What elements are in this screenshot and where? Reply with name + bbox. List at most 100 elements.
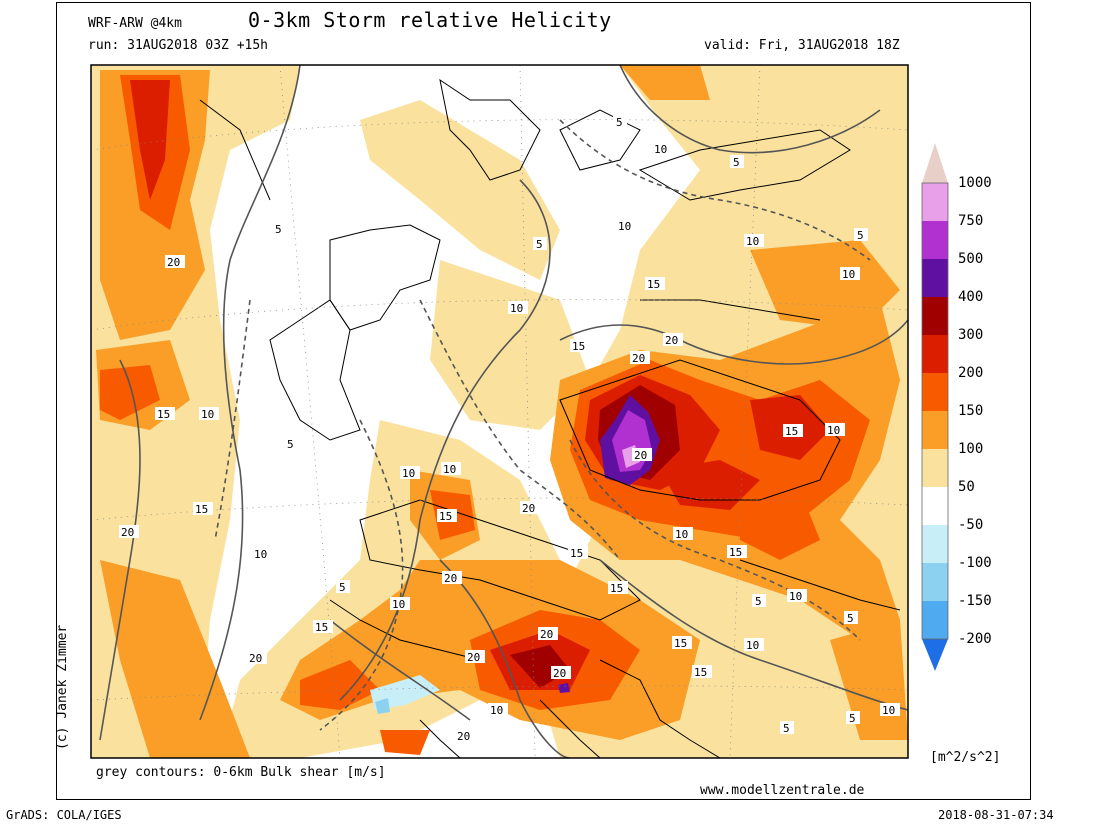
colorbar-swatch-neg150 xyxy=(922,601,948,639)
contour-label-5: 5 xyxy=(272,222,286,236)
contour-label-10: 10 xyxy=(508,301,528,315)
valid-time-label: valid: Fri, 31AUG2018 18Z xyxy=(704,38,900,53)
svg-text:20: 20 xyxy=(467,651,480,664)
svg-text:5: 5 xyxy=(849,712,856,725)
author-credit: (c) Janek Zimmer xyxy=(55,624,70,750)
colorbar-label: 150 xyxy=(958,403,984,419)
contour-label-5: 5 xyxy=(846,711,860,725)
svg-text:5: 5 xyxy=(733,156,740,169)
colorbar-swatch-150 xyxy=(922,411,948,449)
contour-label-10: 10 xyxy=(787,589,807,603)
svg-text:10: 10 xyxy=(443,463,456,476)
colorbar-top-arrow xyxy=(922,143,948,183)
contour-label-15: 15 xyxy=(193,502,213,516)
colorbar-label: 750 xyxy=(958,213,984,229)
svg-text:20: 20 xyxy=(444,572,457,585)
svg-text:15: 15 xyxy=(572,340,585,353)
svg-text:10: 10 xyxy=(510,302,523,315)
svg-text:10: 10 xyxy=(201,408,214,421)
colorbar-label: 50 xyxy=(958,479,975,495)
svg-text:15: 15 xyxy=(610,582,623,595)
svg-text:20: 20 xyxy=(634,449,647,462)
svg-text:10: 10 xyxy=(675,528,688,541)
contour-label-5: 5 xyxy=(854,228,868,242)
contour-label-10: 10 xyxy=(441,462,461,476)
contour-label-10: 10 xyxy=(199,407,219,421)
svg-text:10: 10 xyxy=(392,598,405,611)
contour-labels: 5 5 5 5 5 5 5 5 5 5 5 10 10 10 10 10 10 … xyxy=(119,115,900,743)
contour-label-5: 5 xyxy=(336,580,350,594)
svg-text:10: 10 xyxy=(842,268,855,281)
contour-label-5: 5 xyxy=(533,237,547,251)
contour-label-20: 20 xyxy=(442,571,462,585)
svg-text:5: 5 xyxy=(287,438,294,451)
contour-label-5: 5 xyxy=(284,437,298,451)
colorbar-label: 1000 xyxy=(958,175,992,191)
colorbar-bottom-arrow xyxy=(922,639,948,671)
svg-text:15: 15 xyxy=(439,510,452,523)
svg-text:15: 15 xyxy=(694,666,707,679)
contour-label-5: 5 xyxy=(730,155,744,169)
svg-text:10: 10 xyxy=(254,548,267,561)
colorbar-swatch-400 xyxy=(922,297,948,335)
colorbar-swatch-750 xyxy=(922,221,948,259)
contour-label-15: 15 xyxy=(672,636,692,650)
svg-text:20: 20 xyxy=(665,334,678,347)
contour-label-10: 10 xyxy=(840,267,860,281)
colorbar-label: 200 xyxy=(958,365,984,381)
svg-text:15: 15 xyxy=(674,637,687,650)
contour-label-10: 10 xyxy=(673,527,693,541)
colorbar-units: [m^2/s^2] xyxy=(930,750,1001,765)
colorbar-label: -200 xyxy=(958,631,992,647)
model-label: WRF-ARW @4km xyxy=(88,16,182,31)
svg-text:20: 20 xyxy=(553,667,566,680)
software-credit: GrADS: COLA/IGES xyxy=(6,808,122,822)
contour-label-5: 5 xyxy=(613,115,627,129)
map-title: 0-3km Storm relative Helicity xyxy=(248,8,612,32)
svg-text:5: 5 xyxy=(275,223,282,236)
svg-text:5: 5 xyxy=(616,116,623,129)
svg-text:10: 10 xyxy=(746,639,759,652)
colorbar-label: -150 xyxy=(958,593,992,609)
svg-text:20: 20 xyxy=(457,730,470,743)
contour-label-10: 10 xyxy=(744,234,764,248)
svg-text:10: 10 xyxy=(618,220,631,233)
svg-text:5: 5 xyxy=(783,722,790,735)
contour-label-10: 10 xyxy=(880,703,900,717)
svg-text:15: 15 xyxy=(570,547,583,560)
svg-text:15: 15 xyxy=(195,503,208,516)
svg-text:10: 10 xyxy=(654,143,667,156)
contour-label-15: 15 xyxy=(727,545,747,559)
svg-text:20: 20 xyxy=(121,526,134,539)
colorbar-swatch-1000 xyxy=(922,183,948,221)
svg-text:10: 10 xyxy=(490,704,503,717)
contour-label-15: 15 xyxy=(783,424,803,438)
svg-text:15: 15 xyxy=(729,546,742,559)
contour-label-20: 20 xyxy=(630,351,650,365)
svg-text:10: 10 xyxy=(746,235,759,248)
color-bar xyxy=(921,143,949,671)
contour-label-20: 20 xyxy=(165,255,185,269)
contour-label-20: 20 xyxy=(663,333,683,347)
contour-label-10: 10 xyxy=(744,638,764,652)
run-label: run: 31AUG2018 03Z +15h xyxy=(88,38,269,53)
svg-text:5: 5 xyxy=(339,581,346,594)
contour-label-10: 10 xyxy=(488,703,508,717)
contour-label-15: 15 xyxy=(692,665,712,679)
svg-text:20: 20 xyxy=(249,652,262,665)
contour-label-20: 20 xyxy=(119,525,139,539)
colorbar-label: -100 xyxy=(958,555,992,571)
website-link[interactable]: www.modellzentrale.de xyxy=(700,783,865,798)
contour-label-15: 15 xyxy=(313,620,333,634)
contour-label-20: 20 xyxy=(538,627,558,641)
contour-label-20: 20 xyxy=(551,666,571,680)
contour-label-20: 20 xyxy=(520,501,540,515)
contour-label-20: 20 xyxy=(455,729,475,743)
contour-label-10: 10 xyxy=(252,547,272,561)
contour-label-20: 20 xyxy=(465,650,485,664)
contour-label-15: 15 xyxy=(437,509,457,523)
svg-text:10: 10 xyxy=(789,590,802,603)
svg-text:5: 5 xyxy=(755,595,762,608)
colorbar-label: -50 xyxy=(958,517,984,533)
